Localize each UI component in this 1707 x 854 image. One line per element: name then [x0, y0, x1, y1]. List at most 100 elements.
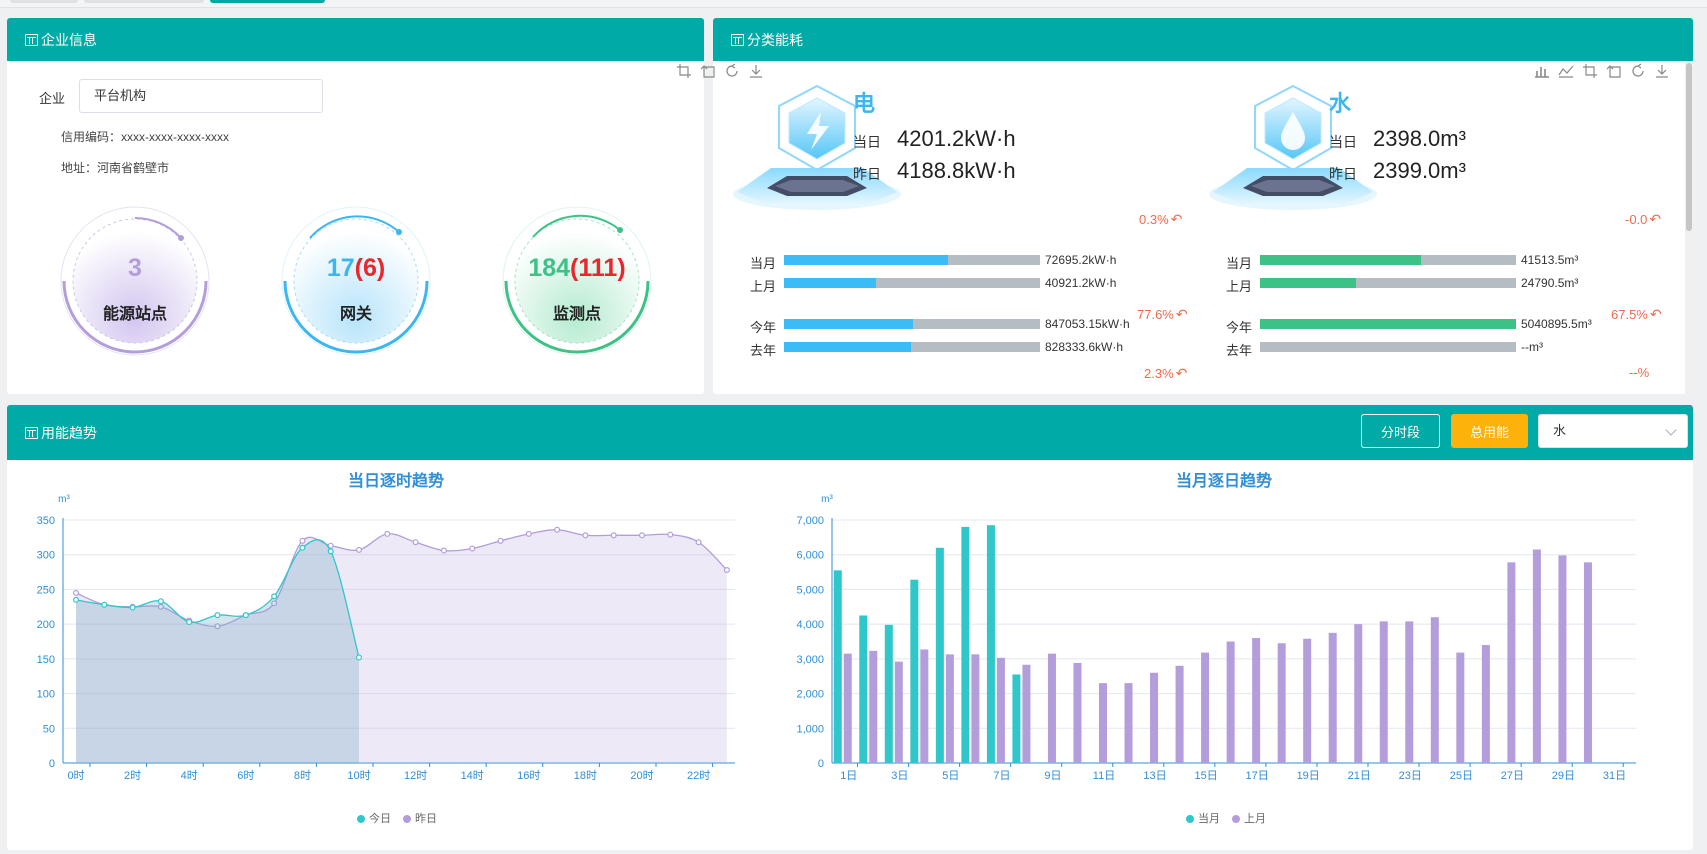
data-point — [72, 596, 79, 603]
water-bar-last-month — [1260, 278, 1516, 288]
water-bar-value-this-month: 41513.5m³ — [1521, 253, 1579, 267]
bar-chart-icon[interactable] — [1534, 63, 1550, 79]
elec-yesterday-label: 昨日 — [853, 166, 881, 182]
x-tick-label: 16时 — [517, 769, 540, 782]
y-tick-label: 5,000 — [796, 584, 824, 596]
stat-circle-energy-sites: 3 能源站点 — [58, 204, 212, 358]
x-tick-label: 10时 — [347, 769, 370, 782]
data-point — [242, 612, 249, 619]
download-icon[interactable] — [748, 63, 764, 79]
category-scrollbar[interactable] — [1685, 61, 1693, 394]
line-chart-icon[interactable] — [1558, 63, 1574, 79]
x-tick-label: 2时 — [124, 769, 141, 782]
stat-circle-monitor-points: 184(111) 监测点 — [500, 204, 654, 358]
chevron-down-icon — [1665, 424, 1677, 436]
water-bar-this-month — [1260, 255, 1516, 265]
data-point — [327, 542, 334, 549]
tab-3-active[interactable] — [210, 0, 325, 3]
water-bar-value-this-year: 5040895.5m³ — [1521, 317, 1592, 331]
x-tick-label: 20时 — [630, 769, 653, 782]
zoom-reset-icon[interactable] — [700, 63, 716, 79]
x-tick-label: 13日 — [1143, 770, 1166, 782]
total-usage-button[interactable]: 总用能 — [1451, 414, 1528, 448]
download-icon[interactable] — [1654, 63, 1670, 79]
zoom-icon[interactable] — [676, 63, 692, 79]
y-tick-label: 300 — [37, 550, 55, 562]
scrollbar-thumb[interactable] — [1686, 63, 1692, 231]
return-arrow-icon: ↶ — [1170, 211, 1183, 227]
bar-上月 — [1047, 653, 1056, 763]
data-point — [582, 532, 589, 539]
bar-上月 — [1583, 562, 1592, 763]
data-point — [271, 600, 278, 607]
category-panel-title: 分类能耗 — [747, 31, 803, 48]
x-tick-label: 18时 — [574, 769, 597, 782]
elec-month-change: 77.6% ↶ — [1137, 306, 1188, 322]
bar-上月 — [996, 657, 1005, 763]
data-point — [554, 526, 561, 533]
top-tab-bar — [0, 0, 1707, 8]
x-tick-label: 7日 — [993, 770, 1010, 782]
legend-item-today[interactable]: 今日 — [357, 810, 391, 826]
energy-type-select[interactable]: 水 — [1538, 414, 1688, 448]
daily-trend-chart: m³ 0 1,000 2,000 3,000 4,000 5,000 6,000 7,000 1日… — [796, 494, 1636, 782]
x-tick-label: 31日 — [1603, 770, 1626, 782]
bar-上月 — [1226, 641, 1235, 763]
restore-icon[interactable] — [1630, 63, 1646, 79]
daily-legend: 当月 上月 — [1186, 810, 1266, 826]
x-tick-label: 5日 — [942, 770, 959, 782]
tab-2[interactable] — [84, 0, 204, 3]
x-tick-label: 27日 — [1501, 770, 1524, 782]
company-label: 企业 — [39, 91, 66, 106]
y-axis-unit: m³ — [821, 494, 833, 505]
monitor-points-count: 184(111) — [528, 254, 626, 282]
y-tick-label: 100 — [37, 689, 55, 701]
elec-bar-label-this-month: 当月 — [750, 256, 777, 271]
legend-item-yesterday[interactable]: 昨日 — [403, 810, 437, 826]
elec-bar-last-month — [784, 278, 1040, 288]
calendar-icon — [25, 426, 38, 439]
legend-item-this-month[interactable]: 当月 — [1186, 810, 1220, 826]
data-point — [412, 539, 419, 546]
data-point — [299, 544, 306, 551]
period-button[interactable]: 分时段 — [1361, 414, 1440, 448]
x-tick-label: 23日 — [1399, 770, 1422, 782]
bar-当月 — [1012, 674, 1021, 763]
data-point — [440, 547, 447, 554]
legend-item-last-month[interactable]: 上月 — [1232, 810, 1266, 826]
company-select[interactable]: 平台机构 — [79, 79, 323, 113]
data-point — [157, 598, 164, 605]
elec-bar-this-year — [784, 319, 1040, 329]
water-bar-label-this-month: 当月 — [1226, 256, 1253, 271]
bar-上月 — [843, 653, 852, 763]
bar-上月 — [1175, 665, 1184, 763]
enterprise-panel: 企业信息 企业 平台机构 信用编码：xxxx-xxxx-xxxx-xxxx 地址… — [7, 18, 704, 394]
zoom-icon[interactable] — [1582, 63, 1598, 79]
data-point — [327, 548, 334, 555]
y-tick-label: 4,000 — [796, 619, 824, 631]
bar-上月 — [1252, 638, 1261, 763]
bar-上月 — [1558, 555, 1567, 763]
y-axis-unit: m³ — [58, 494, 70, 505]
y-tick-label: 0 — [49, 758, 55, 770]
water-year-change: --% — [1629, 365, 1650, 380]
zoom-reset-icon[interactable] — [1606, 63, 1622, 79]
trend-panel-header: 用能趋势 分时段 总用能 水 — [7, 405, 1693, 460]
bar-当月 — [935, 547, 944, 763]
category-panel: 分类能耗 电 当日 4201.2kW·h 昨日 4188.8kW·h 0.3% ↶… — [713, 18, 1693, 394]
restore-icon[interactable] — [724, 63, 740, 79]
water-bar-this-year — [1260, 319, 1516, 329]
elec-year-change: 2.3% ↶ — [1144, 365, 1188, 381]
bar-上月 — [1022, 664, 1031, 763]
calendar-icon — [25, 33, 38, 46]
hourly-legend: 今日 昨日 — [357, 810, 437, 826]
data-point — [214, 623, 221, 630]
y-tick-label: 3,000 — [796, 654, 824, 666]
y-tick-label: 2,000 — [796, 689, 824, 701]
elec-today-value: 4201.2kW·h — [897, 126, 1016, 151]
tab-1[interactable] — [10, 0, 78, 3]
x-tick-label: 19日 — [1297, 770, 1320, 782]
data-point — [72, 589, 79, 596]
bar-上月 — [1379, 621, 1388, 763]
x-tick-label: 25日 — [1450, 770, 1473, 782]
